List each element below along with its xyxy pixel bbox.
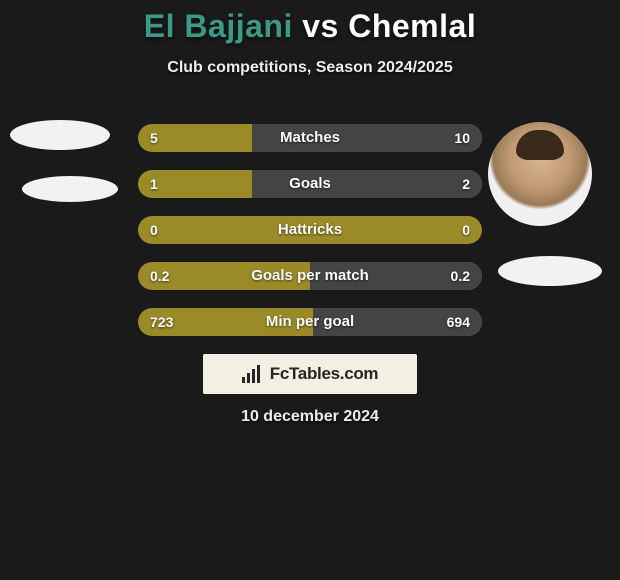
- player1-club-icon: [22, 176, 118, 202]
- stat-label: Min per goal: [138, 308, 482, 336]
- player2-club-icon: [498, 256, 602, 286]
- stat-row-goals-per-match: 0.2 Goals per match 0.2: [138, 262, 482, 290]
- stat-label: Hattricks: [138, 216, 482, 244]
- stat-row-hattricks: 0 Hattricks 0: [138, 216, 482, 244]
- brand-text: FcTables.com: [270, 364, 379, 384]
- stat-label: Goals per match: [138, 262, 482, 290]
- date-label: 10 december 2024: [0, 408, 620, 426]
- stat-value-right: 10: [454, 124, 470, 152]
- player2-avatar: [488, 122, 592, 226]
- stat-value-right: 694: [447, 308, 470, 336]
- vs-label: vs: [302, 8, 339, 44]
- stat-row-min-per-goal: 723 Min per goal 694: [138, 308, 482, 336]
- stat-row-goals: 1 Goals 2: [138, 170, 482, 198]
- stat-label: Goals: [138, 170, 482, 198]
- player1-name: El Bajjani: [144, 8, 293, 44]
- bar-chart-icon: [242, 365, 264, 383]
- player2-name: Chemlal: [348, 8, 476, 44]
- page-title: El Bajjani vs Chemlal: [0, 8, 620, 45]
- brand-link[interactable]: FcTables.com: [203, 354, 417, 394]
- stat-value-right: 2: [462, 170, 470, 198]
- stat-label: Matches: [138, 124, 482, 152]
- stat-value-right: 0.2: [451, 262, 470, 290]
- stats-panel: 5 Matches 10 1 Goals 2 0 Hattricks 0 0.2…: [138, 124, 482, 354]
- stat-row-matches: 5 Matches 10: [138, 124, 482, 152]
- subtitle: Club competitions, Season 2024/2025: [0, 59, 620, 77]
- stat-value-right: 0: [462, 216, 470, 244]
- player1-avatar: [10, 120, 110, 150]
- comparison-card: El Bajjani vs Chemlal Club competitions,…: [0, 0, 620, 580]
